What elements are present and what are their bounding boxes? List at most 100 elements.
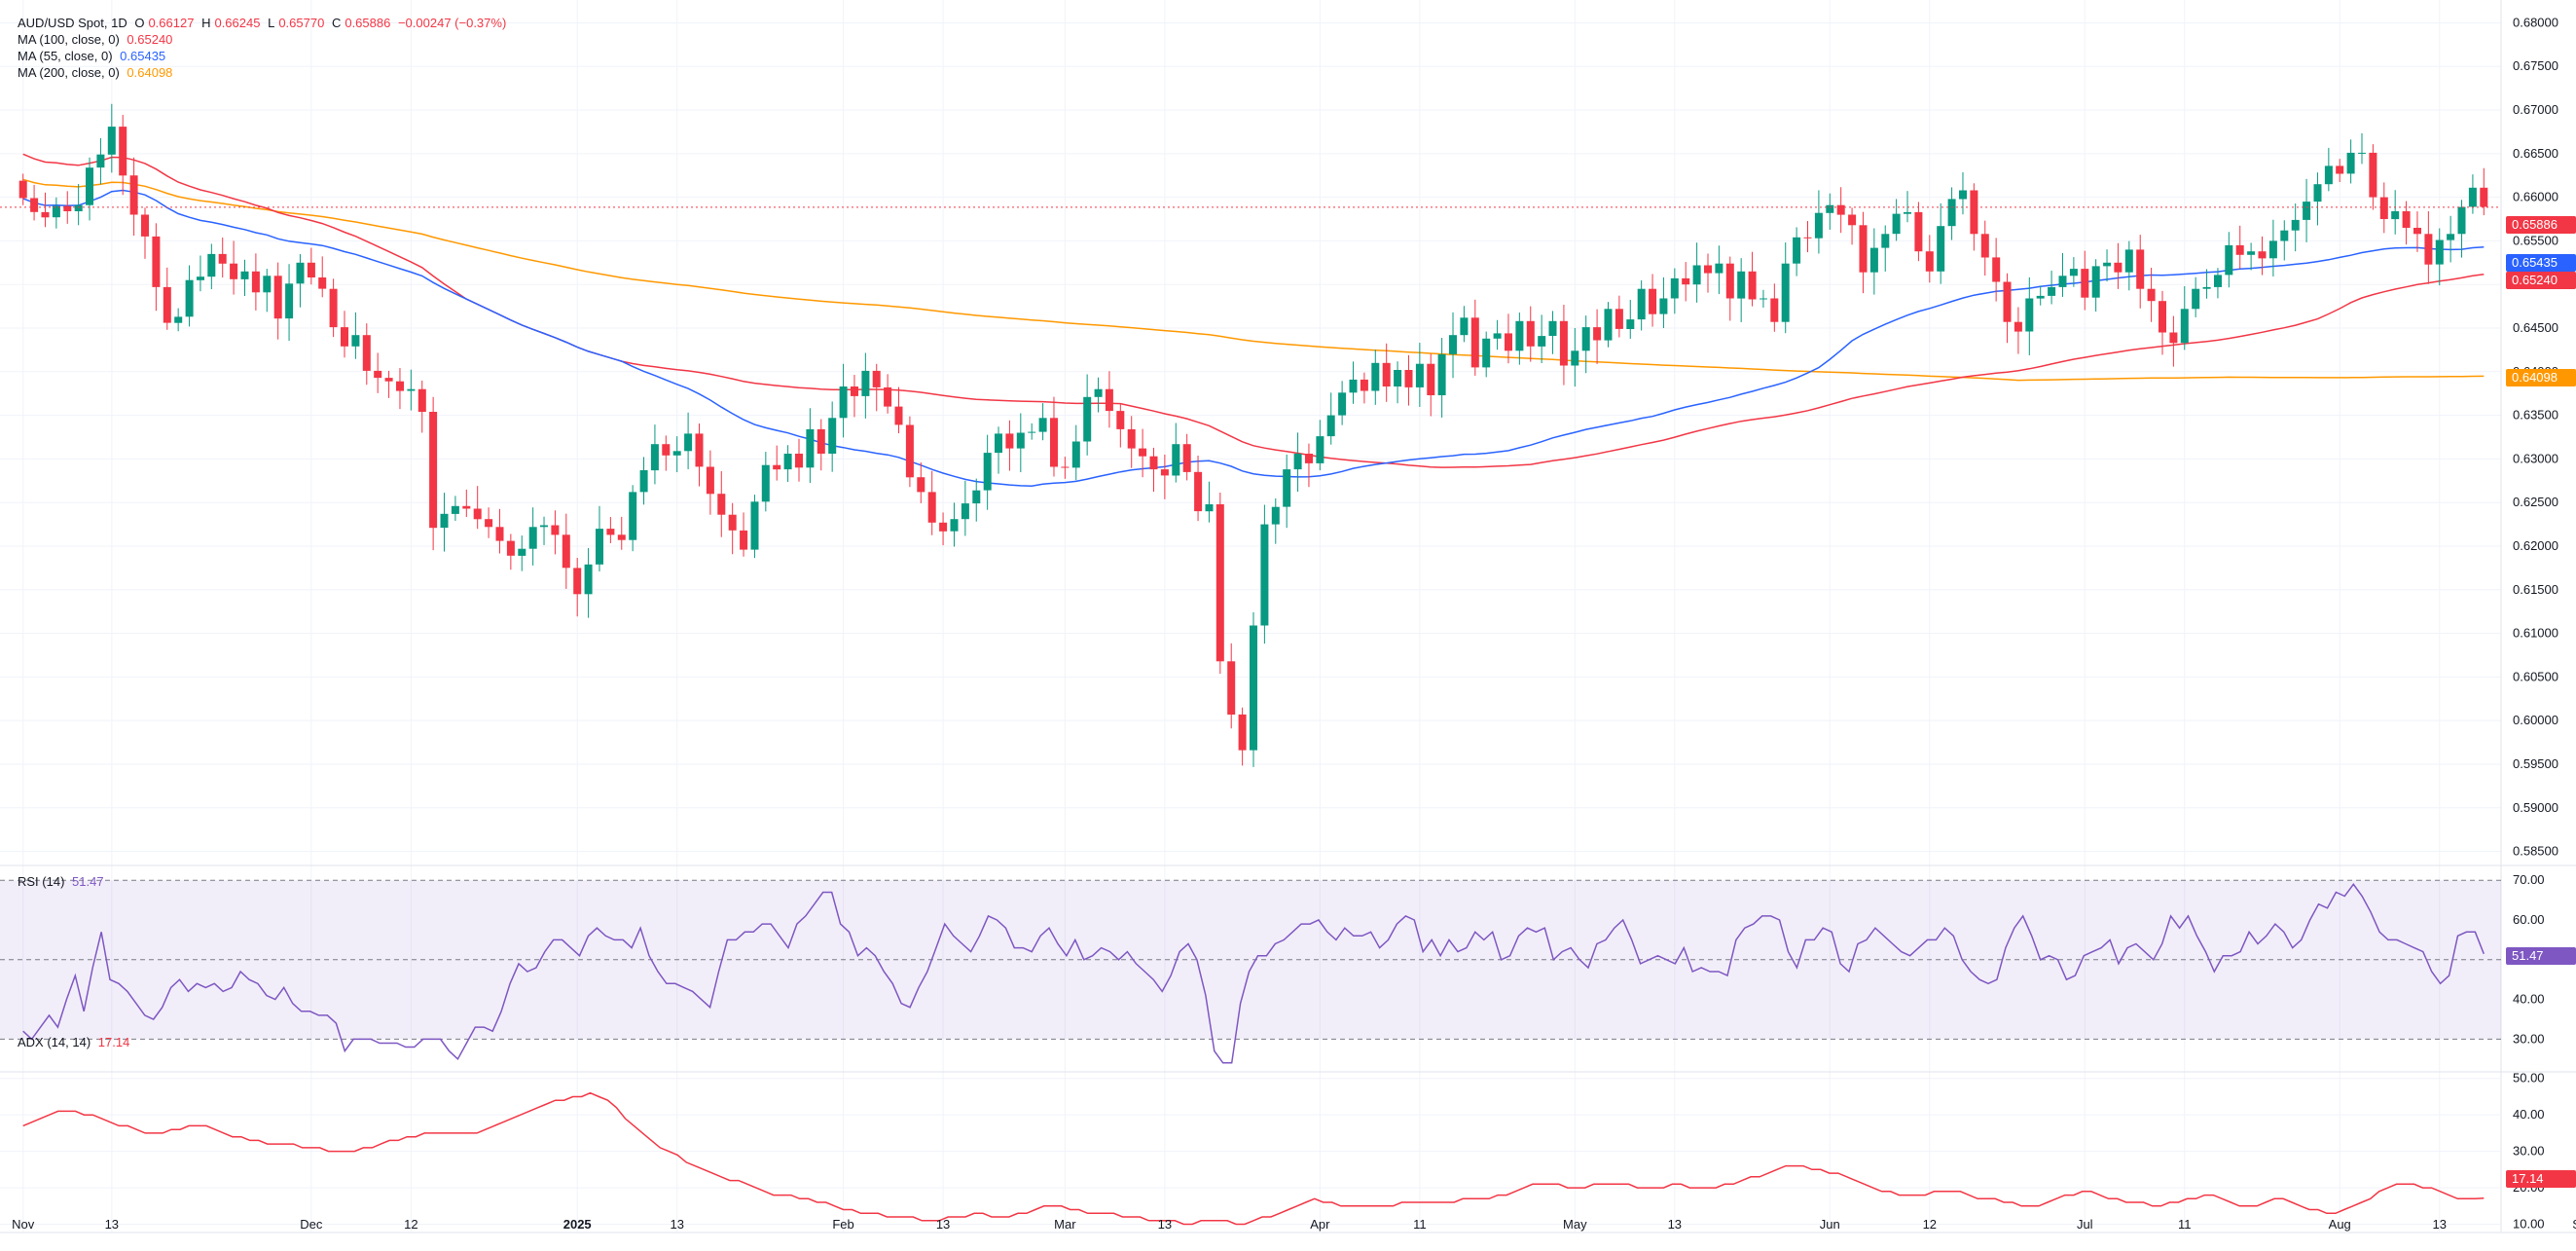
price-axis-label: 0.66500: [2513, 146, 2558, 161]
time-axis-label: 12: [404, 1217, 417, 1232]
candle-down: [1194, 471, 1203, 512]
candle-down: [2424, 234, 2433, 265]
candle-down: [1704, 265, 1712, 274]
candle-down: [1149, 456, 1158, 470]
candle-up: [2313, 184, 2322, 202]
candle-down: [2336, 166, 2344, 174]
candle-up: [2291, 219, 2300, 231]
candle-down: [462, 505, 471, 509]
candle-down: [374, 370, 382, 379]
candle-up: [197, 276, 204, 280]
candle-down: [706, 466, 714, 495]
candle-up: [861, 370, 870, 396]
candle-down: [905, 424, 914, 478]
candle-up: [1692, 265, 1701, 285]
ma100-legend: MA (100, close, 0) 0.65240: [18, 32, 176, 47]
rsi-axis-label: 60.00: [2513, 912, 2545, 927]
time-axis-label: Dec: [300, 1217, 323, 1232]
price-axis-label: 0.62500: [2513, 495, 2558, 509]
rsi-line: [22, 883, 2485, 1064]
candle-down: [63, 205, 72, 211]
candle-down: [1227, 661, 1236, 715]
candle-up: [2091, 266, 2100, 298]
rsi-band: [0, 880, 2501, 1040]
candle-down: [2379, 197, 2388, 219]
candle-up: [86, 167, 93, 205]
rsi-label: RSI (14): [18, 874, 65, 889]
candle-down: [129, 175, 138, 215]
price-axis-label: 0.60000: [2513, 713, 2558, 727]
candle-down: [119, 127, 127, 176]
candle-up: [684, 433, 693, 452]
candle-down: [816, 428, 825, 454]
candle-down: [1970, 190, 1978, 235]
ma200-label: MA (200, close, 0): [18, 65, 120, 80]
candle-down: [717, 494, 726, 515]
ohlc-low: L 0.65770: [268, 16, 325, 30]
candle-up: [2103, 262, 2112, 267]
ohlc-open: O 0.66127: [134, 16, 195, 30]
candle-up: [351, 335, 360, 347]
candle-up: [52, 205, 60, 218]
ma200-price-tag: 0.64098: [2506, 369, 2576, 386]
candle-up: [1947, 199, 1956, 227]
candle-up: [540, 525, 548, 528]
candle-down: [1127, 428, 1136, 449]
ma200-value: 0.64098: [127, 65, 173, 80]
candle-up: [2280, 230, 2289, 241]
candle-down: [1105, 388, 1113, 412]
candle-up: [1071, 441, 1080, 468]
candle-down: [2014, 321, 2022, 332]
candle-up: [1094, 388, 1103, 397]
candle-down: [1238, 714, 1247, 751]
candle-up: [1016, 432, 1025, 449]
candle-up: [1637, 288, 1646, 320]
candle-up: [1548, 320, 1557, 336]
candle-down: [1593, 327, 1602, 341]
candle-up: [672, 451, 681, 456]
candle-down: [894, 406, 903, 425]
candle-down: [1182, 444, 1191, 472]
candle-up: [1781, 263, 1790, 322]
candle-up: [1538, 336, 1546, 347]
candle-down: [485, 519, 493, 528]
candle-up: [1083, 396, 1092, 442]
candle-down: [1925, 251, 1934, 272]
candle-down: [1139, 448, 1147, 457]
candle-down: [917, 477, 925, 493]
candle-up: [1626, 319, 1635, 329]
candle-up: [1881, 234, 1890, 248]
candle-up: [2447, 234, 2455, 240]
candle-down: [2147, 288, 2156, 302]
candle-down: [1615, 309, 1623, 329]
ma100-line: [22, 153, 2485, 468]
candle-up: [2180, 309, 2189, 344]
candle-up: [1271, 506, 1280, 525]
candle-up: [1892, 213, 1901, 235]
candle-down: [396, 381, 404, 391]
candle-up: [1338, 392, 1347, 416]
rsi-legend: RSI (14) 51.47: [18, 874, 108, 889]
price-axis-label: 0.63000: [2513, 451, 2558, 465]
ma55-label: MA (55, close, 0): [18, 49, 113, 63]
candle-down: [1005, 433, 1014, 449]
candle-down: [1470, 317, 1479, 368]
candle-down: [2159, 301, 2166, 333]
candle-down: [884, 386, 892, 407]
time-axis-label: 13: [936, 1217, 950, 1232]
candle-down: [728, 514, 737, 531]
candle-down: [2402, 211, 2411, 228]
candle-up: [1959, 190, 1967, 200]
candle-down: [1215, 504, 1224, 662]
candle-up: [639, 470, 648, 493]
adx-axis-label: 30.00: [2513, 1144, 2545, 1159]
ma55-price-tag: 0.65435: [2506, 254, 2576, 272]
candle-up: [1793, 237, 1801, 264]
candle-up: [761, 464, 770, 502]
price-axis-label: 0.67000: [2513, 102, 2558, 117]
ma55-value: 0.65435: [120, 49, 166, 63]
candle-up: [950, 519, 959, 532]
candle-up: [972, 490, 981, 504]
candle-up: [1581, 327, 1590, 351]
